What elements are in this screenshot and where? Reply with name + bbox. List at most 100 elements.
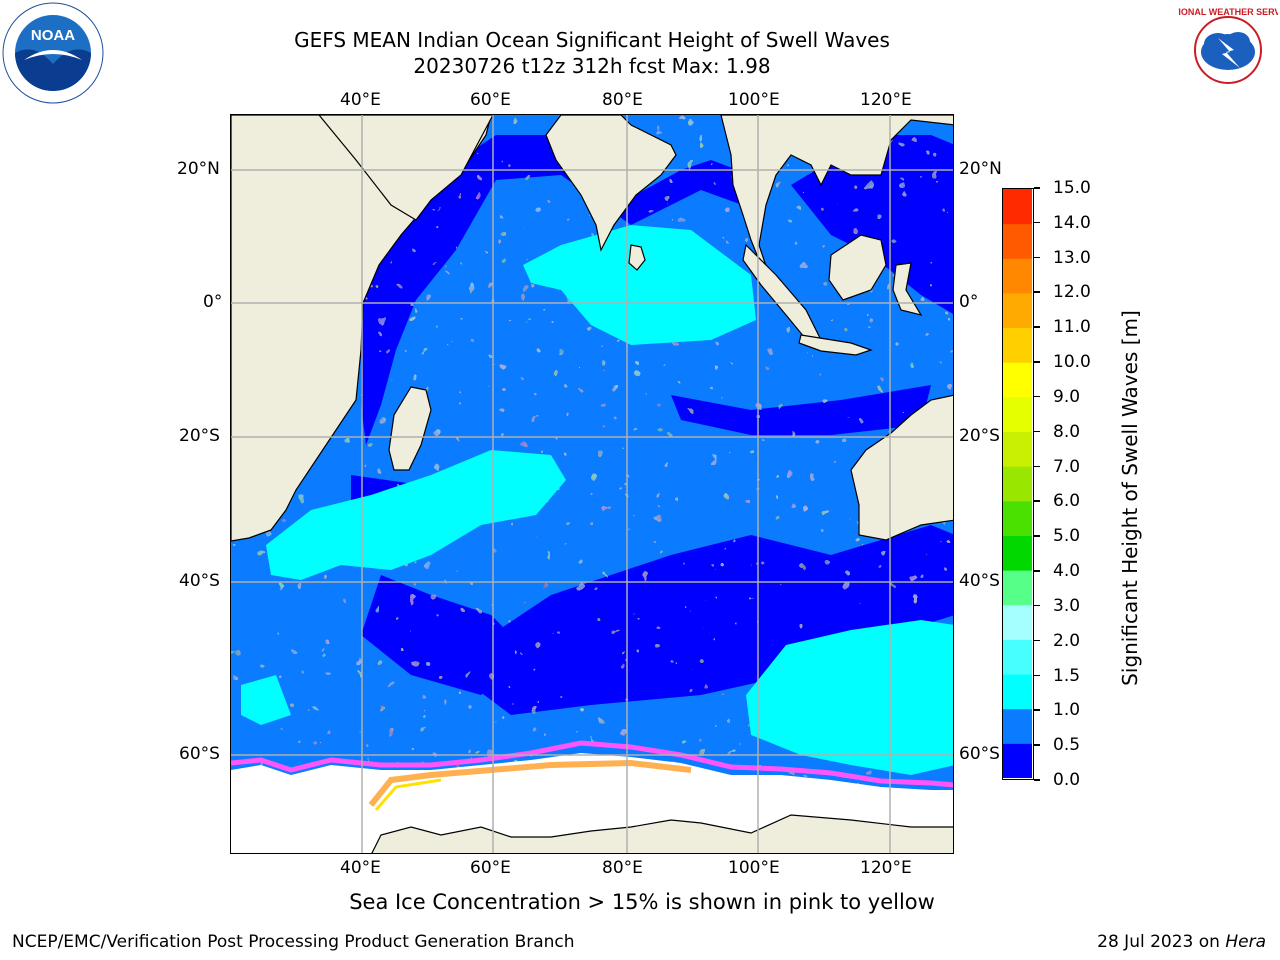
- colorbar-swatch-7: [1003, 500, 1032, 536]
- colorbar-tick-mark: [1034, 465, 1040, 468]
- colorbar-swatch-2: [1003, 674, 1032, 710]
- svg-text:NOAA: NOAA: [31, 27, 75, 44]
- lat-tick-left-60s: 60°S: [179, 744, 220, 764]
- india-landmass: [545, 115, 677, 252]
- colorbar-tick-mark: [1034, 395, 1040, 398]
- colorbar-swatch-3: [1003, 639, 1032, 675]
- lon-tick-bottom-60e: 60°E: [470, 858, 511, 878]
- colorbar-tick-mark: [1034, 500, 1040, 502]
- footer-host: Hera: [1225, 932, 1266, 952]
- map-canvas: [231, 115, 953, 853]
- colorbar-tick-mark: [1034, 709, 1040, 711]
- colorbar-tick-label: 1.5: [1053, 665, 1081, 686]
- lat-tick-right-0: 0°: [959, 292, 979, 312]
- lat-tick-left-20s: 20°S: [179, 426, 220, 446]
- lon-tick-top-80e: 80°E: [602, 90, 643, 110]
- lon-tick-top-60e: 60°E: [470, 90, 511, 110]
- colorbar-tick-label: 5.0: [1053, 526, 1081, 547]
- sea-ice-edge-yellow: [374, 778, 442, 811]
- lat-tick-right-40s: 40°S: [959, 571, 1000, 591]
- lat-tick-left-20n: 20°N: [177, 159, 220, 179]
- colorbar-tick-label: 11.0: [1053, 317, 1091, 338]
- colorbar: [1002, 188, 1034, 780]
- lon-tick-bottom-80e: 80°E: [602, 858, 643, 878]
- lon-tick-bottom-100e: 100°E: [728, 858, 780, 878]
- colorbar-tick-mark: [1034, 674, 1040, 677]
- colorbar-swatch-15: [1003, 223, 1032, 259]
- footer-date: 28 Jul 2023 on Hera: [1097, 932, 1266, 952]
- colorbar-tick-label: 1.0: [1053, 700, 1081, 721]
- colorbar-tick-label: 6.0: [1053, 491, 1081, 512]
- colorbar-tick-mark: [1034, 326, 1040, 328]
- chart-subtitle: 20230726 t12z 312h fcst Max: 1.98: [413, 54, 771, 78]
- colorbar-swatch-5: [1003, 570, 1032, 606]
- colorbar-tick-label: 14.0: [1053, 212, 1091, 233]
- lon-tick-bottom-40e: 40°E: [340, 858, 381, 878]
- colorbar-tick-label: 9.0: [1053, 386, 1081, 407]
- colorbar-tick-mark: [1034, 221, 1040, 224]
- colorbar-swatch-0: [1003, 743, 1032, 778]
- chart-title: GEFS MEAN Indian Ocean Significant Heigh…: [294, 28, 890, 52]
- noaa-logo: NOAA: [2, 2, 104, 104]
- australia-landmass: [850, 394, 953, 541]
- lat-tick-left-40s: 40°S: [179, 571, 220, 591]
- colorbar-tick-mark: [1034, 604, 1040, 607]
- lon-tick-bottom-120e: 120°E: [860, 858, 912, 878]
- colorbar-tick-label: 7.0: [1053, 456, 1081, 477]
- moderate-swell-regions: [241, 225, 953, 775]
- footer-credit: NCEP/EMC/Verification Post Processing Pr…: [12, 932, 575, 952]
- colorbar-tick-label: 8.0: [1053, 421, 1081, 442]
- colorbar-swatch-13: [1003, 292, 1032, 329]
- colorbar-swatch-11: [1003, 362, 1032, 398]
- antarctica-coast: [371, 814, 953, 853]
- colorbar-tick-mark: [1034, 430, 1040, 433]
- colorbar-tick-label: 0.0: [1053, 770, 1081, 790]
- sri-lanka-landmass: [628, 244, 646, 271]
- colorbar-tick-label: 0.5: [1053, 735, 1081, 756]
- graticule: [231, 115, 953, 853]
- colorbar-swatch-10: [1003, 396, 1032, 433]
- colorbar-tick-mark: [1034, 639, 1040, 642]
- colorbar-tick-mark: [1034, 535, 1040, 537]
- java-landmass: [798, 334, 873, 356]
- sea-ice-footnote: Sea Ice Concentration > 15% is shown in …: [349, 890, 935, 914]
- nws-logo-text: NATIONAL WEATHER SERVICE: [1178, 7, 1278, 17]
- lon-tick-top-100e: 100°E: [728, 90, 780, 110]
- colorbar-tick-label: 2.0: [1053, 630, 1081, 651]
- colorbar-tick-mark: [1034, 570, 1040, 572]
- lon-tick-top-120e: 120°E: [860, 90, 912, 110]
- colorbar-tick-mark: [1034, 256, 1040, 259]
- colorbar-swatch-6: [1003, 535, 1032, 571]
- colorbar-tick-label: 12.0: [1053, 282, 1091, 303]
- sea-ice-edge-pink: [231, 740, 953, 788]
- colorbar-swatch-4: [1003, 604, 1032, 640]
- colorbar-tick-label: 4.0: [1053, 561, 1081, 582]
- colorbar-tick-label: 10.0: [1053, 352, 1091, 373]
- lon-tick-top-40e: 40°E: [340, 90, 381, 110]
- colorbar-tick-label: 13.0: [1053, 247, 1091, 268]
- colorbar-swatches: [1003, 189, 1032, 778]
- lat-tick-left-0: 0°: [203, 292, 223, 312]
- madagascar-landmass: [388, 386, 432, 471]
- colorbar-tick-label: 3.0: [1053, 595, 1081, 616]
- colorbar-tick-mark: [1034, 187, 1040, 189]
- sea-ice-edge-orange: [368, 759, 692, 807]
- colorbar-tick-mark: [1034, 744, 1040, 746]
- colorbar-swatch-8: [1003, 466, 1032, 502]
- southeast-asia-landmass: [720, 115, 953, 277]
- colorbar-swatch-16: [1003, 189, 1032, 225]
- colorbar-swatch-12: [1003, 327, 1032, 363]
- lat-tick-right-20s: 20°S: [959, 426, 1000, 446]
- colorbar-swatch-1: [1003, 708, 1032, 744]
- national-weather-service-logo: NATIONAL WEATHER SERVICE: [1161, 0, 1280, 100]
- colorbar-title: Significant Height of Swell Waves [m]: [1118, 310, 1142, 686]
- lat-tick-right-20n: 20°N: [959, 159, 1002, 179]
- colorbar-swatch-9: [1003, 431, 1032, 467]
- colorbar-tick-mark: [1034, 361, 1040, 363]
- sulawesi-landmass: [892, 262, 923, 316]
- colorbar-tick-mark: [1034, 291, 1040, 293]
- colorbar-swatch-14: [1003, 258, 1032, 294]
- lat-tick-right-60s: 60°S: [959, 744, 1000, 764]
- colorbar-tick-label: 15.0: [1053, 178, 1091, 198]
- swell-height-map: [230, 114, 954, 854]
